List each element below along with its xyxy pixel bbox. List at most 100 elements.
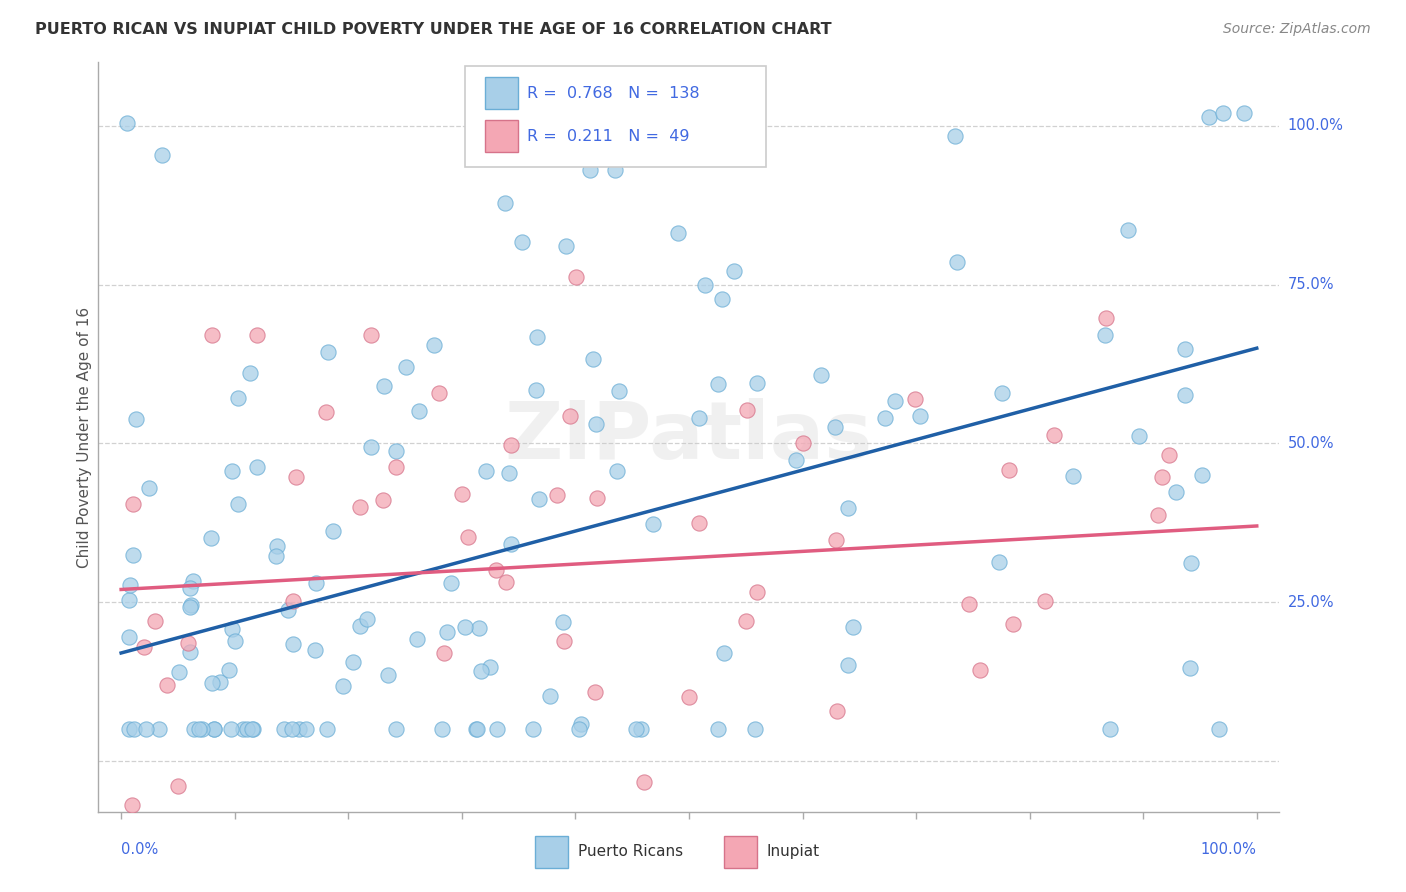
Point <box>167 780 190 794</box>
Point <box>360 328 382 343</box>
Point <box>499 537 522 551</box>
Point <box>873 411 896 425</box>
Point <box>1191 467 1213 482</box>
Point <box>695 277 717 292</box>
Point <box>605 162 627 177</box>
Text: Puerto Ricans: Puerto Ricans <box>578 845 683 859</box>
Point <box>285 470 308 484</box>
Point <box>723 264 745 278</box>
Point <box>564 270 586 285</box>
Point <box>180 598 202 612</box>
Point <box>583 685 606 699</box>
Text: 100.0%: 100.0% <box>1288 119 1344 134</box>
Point <box>405 632 427 646</box>
Point <box>745 585 768 599</box>
Point <box>138 481 160 495</box>
Point <box>132 640 155 654</box>
Point <box>688 411 710 425</box>
Point <box>524 383 547 397</box>
Point <box>641 516 664 531</box>
Point <box>281 594 304 608</box>
Text: 25.0%: 25.0% <box>1288 595 1334 609</box>
Point <box>1157 448 1180 462</box>
Point <box>957 597 980 611</box>
Point <box>349 500 371 514</box>
Point <box>121 497 143 511</box>
Point <box>785 452 807 467</box>
Point <box>118 578 141 592</box>
Point <box>143 614 166 628</box>
Point <box>226 391 249 405</box>
Point <box>837 658 859 673</box>
Point <box>360 440 382 454</box>
Point <box>546 488 568 502</box>
Point <box>1173 342 1195 356</box>
Point <box>465 722 488 736</box>
Point <box>538 689 561 703</box>
Point <box>1128 429 1150 443</box>
Point <box>745 376 768 390</box>
Text: R =  0.211   N =  49: R = 0.211 N = 49 <box>527 128 689 144</box>
Point <box>1212 106 1234 120</box>
Point <box>266 539 288 553</box>
Point <box>423 338 446 352</box>
Point <box>430 722 453 736</box>
Point <box>624 722 647 736</box>
Point <box>373 379 395 393</box>
Point <box>281 637 304 651</box>
Point <box>1198 111 1220 125</box>
Point <box>315 405 337 419</box>
Point <box>232 722 254 736</box>
Point <box>202 722 225 736</box>
Point <box>630 722 652 736</box>
Point <box>316 344 339 359</box>
Point <box>735 403 758 417</box>
Point <box>201 328 224 343</box>
Point <box>1098 722 1121 736</box>
Point <box>842 620 865 634</box>
Point <box>478 659 501 673</box>
Point <box>187 722 209 736</box>
Point <box>990 386 1012 401</box>
Point <box>395 359 418 374</box>
Point <box>910 409 932 424</box>
Point <box>118 592 141 607</box>
Point <box>710 293 733 307</box>
Point <box>240 722 263 736</box>
Point <box>494 196 516 211</box>
Point <box>221 464 243 478</box>
Point <box>582 352 605 367</box>
Point <box>824 420 846 434</box>
Point <box>713 646 735 660</box>
Point <box>118 722 141 736</box>
Point <box>322 524 344 538</box>
Point <box>264 549 287 563</box>
Point <box>287 722 309 736</box>
Point <box>945 255 967 269</box>
Point <box>191 722 214 736</box>
Text: 0.0%: 0.0% <box>121 842 159 857</box>
Point <box>633 775 655 789</box>
Point <box>969 663 991 677</box>
FancyBboxPatch shape <box>536 836 568 868</box>
Point <box>342 656 364 670</box>
Point <box>316 722 339 736</box>
Point <box>607 384 630 398</box>
Point <box>1178 661 1201 675</box>
Point <box>486 722 509 736</box>
Point <box>468 621 491 635</box>
Point <box>526 330 548 344</box>
Point <box>277 603 299 617</box>
Point <box>179 581 201 595</box>
Point <box>569 717 592 731</box>
Point <box>239 366 262 380</box>
Text: PUERTO RICAN VS INUPIAT CHILD POVERTY UNDER THE AGE OF 16 CORRELATION CHART: PUERTO RICAN VS INUPIAT CHILD POVERTY UN… <box>35 22 832 37</box>
Text: Inupiat: Inupiat <box>766 845 820 859</box>
FancyBboxPatch shape <box>464 66 766 168</box>
Point <box>792 436 814 450</box>
Point <box>436 625 458 640</box>
Point <box>125 411 148 425</box>
Text: 75.0%: 75.0% <box>1288 277 1334 293</box>
Point <box>707 722 730 736</box>
Point <box>349 619 371 633</box>
